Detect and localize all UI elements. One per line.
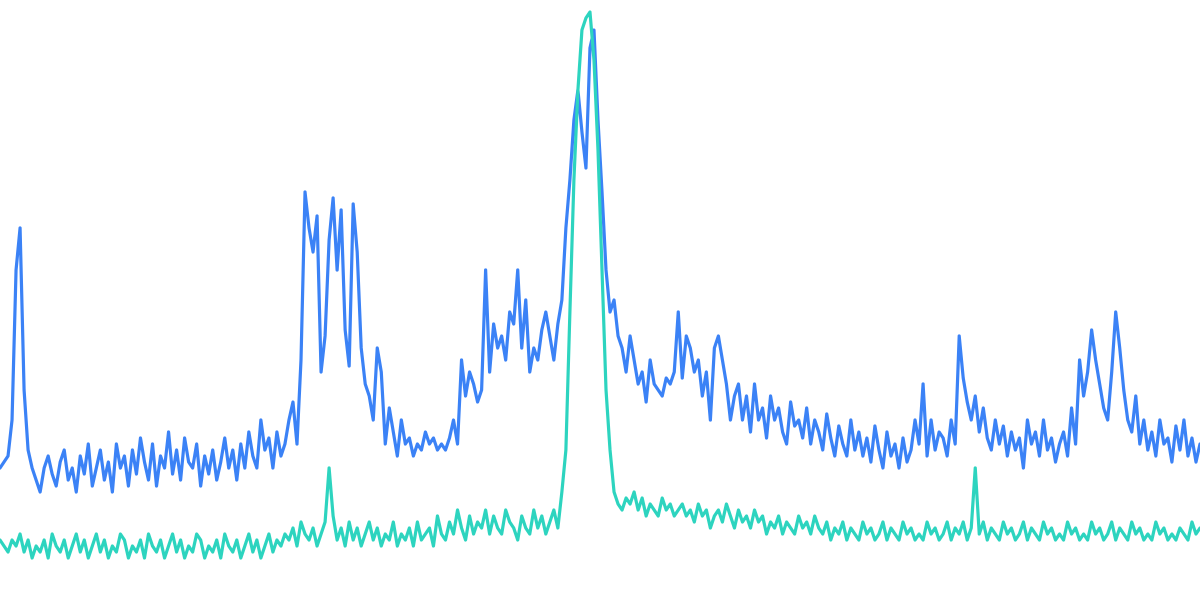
series-blue xyxy=(0,30,1200,492)
line-chart xyxy=(0,0,1200,600)
